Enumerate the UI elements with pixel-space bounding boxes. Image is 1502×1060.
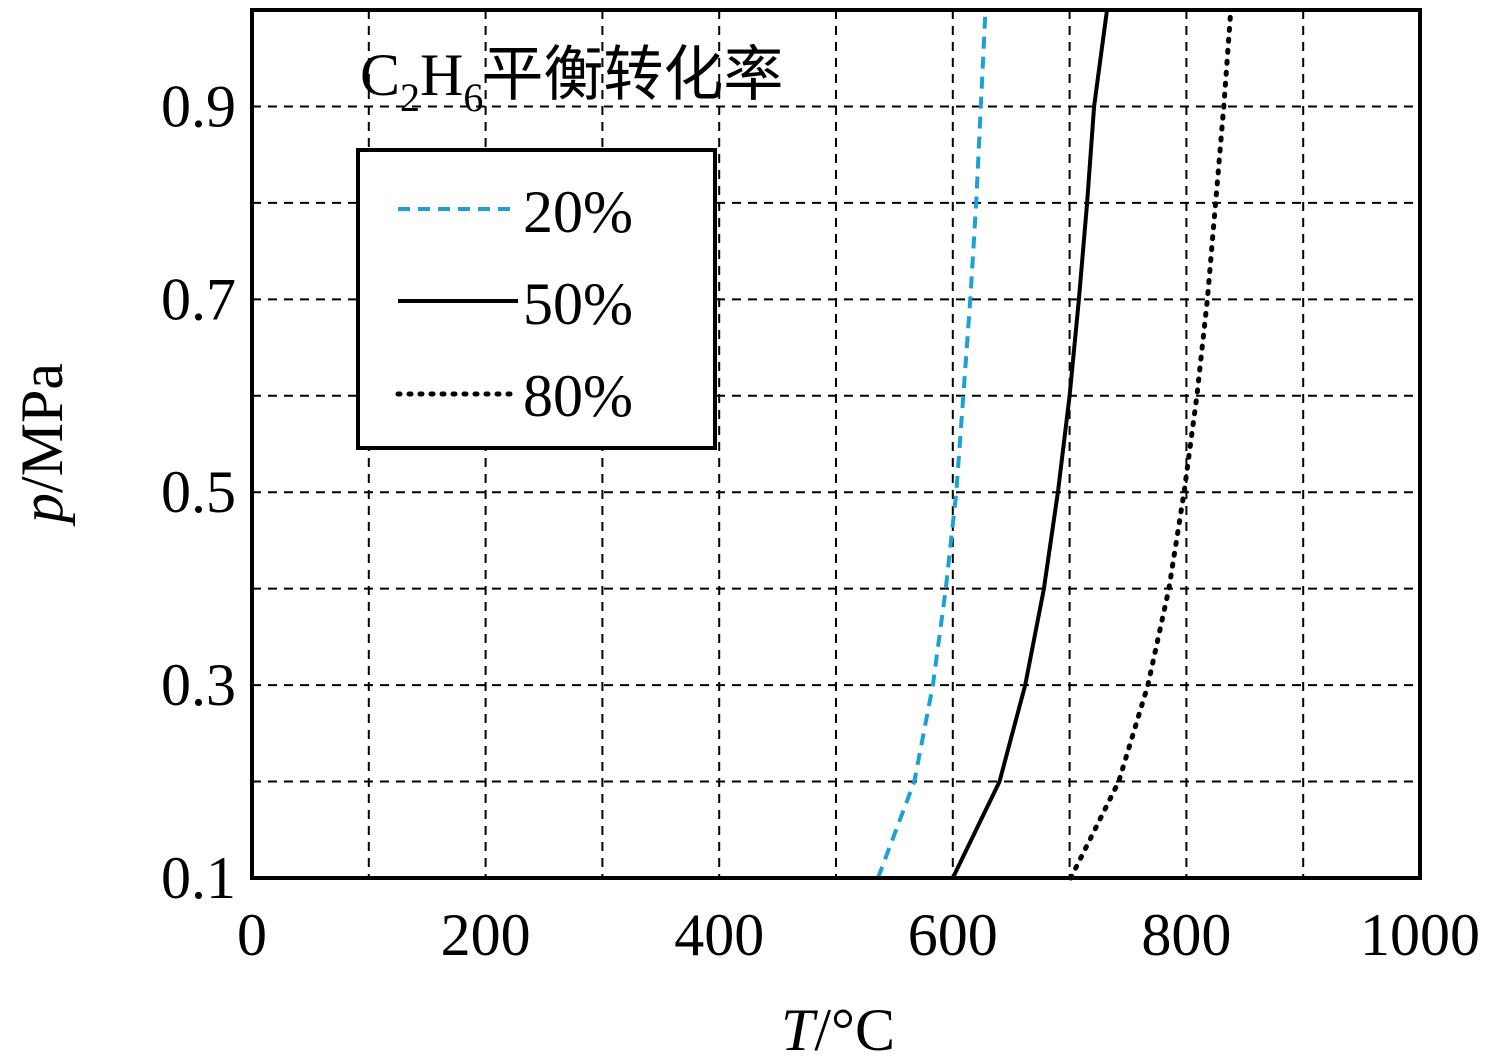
x-tick-label: 1000: [1360, 902, 1480, 968]
x-tick-label: 0: [237, 902, 267, 968]
legend-label-80: 80%: [523, 363, 633, 429]
series-line-80pct: [1068, 7, 1234, 881]
y-axis-ticks: 0.1 0.3 0.5 0.7 0.9: [161, 73, 236, 911]
series-line-20pct: [876, 9, 988, 879]
y-tick-label: 0.7: [161, 266, 236, 332]
x-tick-label: 800: [1141, 902, 1231, 968]
legend: 20% 50% 80%: [356, 148, 717, 450]
y-tick-label: 0.3: [161, 652, 236, 718]
legend-label-50: 50%: [523, 271, 633, 337]
x-tick-label: 200: [441, 902, 531, 968]
chart-title: C2H6平衡转化率: [360, 42, 783, 120]
y-tick-label: 0.5: [161, 459, 236, 525]
series-lines: [876, 7, 1234, 881]
x-axis-title: T/°C: [781, 997, 895, 1060]
x-axis-ticks: 0 200 400 600 800 1000: [237, 902, 1480, 968]
series-line-50pct: [951, 9, 1109, 879]
plot-area-frame: [250, 8, 1422, 880]
legend-label-20: 20%: [523, 179, 633, 245]
y-axis-title: p/MPa: [9, 363, 75, 527]
y-tick-label: 0.9: [161, 73, 236, 139]
x-tick-label: 400: [674, 902, 764, 968]
x-tick-label: 600: [908, 902, 998, 968]
y-tick-label: 0.1: [161, 845, 236, 911]
